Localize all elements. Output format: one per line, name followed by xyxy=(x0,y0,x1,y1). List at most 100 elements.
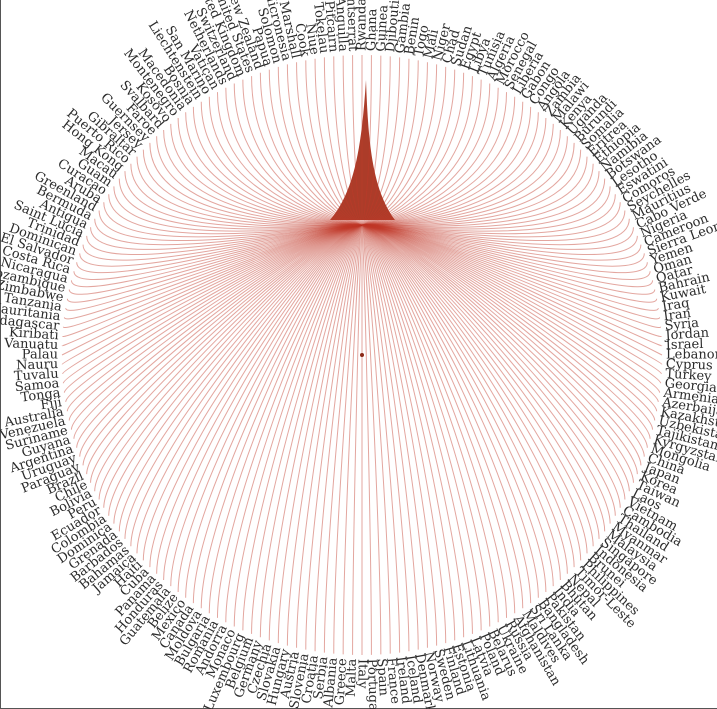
tree-link xyxy=(361,224,447,644)
tree-link xyxy=(113,224,363,524)
tree-link xyxy=(73,224,363,280)
tree-link xyxy=(361,210,626,242)
tree-link xyxy=(361,224,456,641)
tree-link xyxy=(136,224,363,554)
tree-link xyxy=(70,224,363,430)
node-label: Madagascar xyxy=(0,311,61,334)
tree-link xyxy=(233,83,363,226)
tree-link xyxy=(361,224,410,652)
tree-link xyxy=(361,224,568,574)
tree-link xyxy=(361,224,600,539)
node-label: Portugal xyxy=(364,659,381,709)
tree-link xyxy=(130,224,363,547)
tree-link xyxy=(361,186,611,232)
node-label: Greece xyxy=(332,658,350,706)
tree-link xyxy=(361,171,600,228)
tree-link xyxy=(361,58,410,226)
tree-link xyxy=(216,224,363,618)
tree-link xyxy=(361,224,634,250)
tree-link xyxy=(82,224,363,466)
tree-link xyxy=(361,224,539,598)
tree-link xyxy=(90,224,363,483)
node-label: Cook xyxy=(291,22,312,58)
tree-link xyxy=(361,224,638,475)
tree-link xyxy=(62,224,363,337)
tree-link xyxy=(130,163,363,227)
tree-link xyxy=(361,178,606,230)
tree-link xyxy=(192,106,363,226)
node-label: Tonga xyxy=(20,386,62,406)
tree-link xyxy=(361,136,568,226)
tree-link xyxy=(361,224,659,403)
node-label: Georgia xyxy=(664,376,717,396)
tree-link xyxy=(361,224,662,384)
node-label: Tuvalu xyxy=(14,367,60,385)
tree-link xyxy=(79,224,363,267)
tree-link xyxy=(62,224,363,329)
tree-link xyxy=(361,224,582,561)
tree-link xyxy=(361,92,508,226)
node-label: Iraq xyxy=(661,296,690,315)
tree-link xyxy=(73,224,363,439)
tree-link xyxy=(225,87,363,226)
tree-link xyxy=(323,224,363,653)
tree-link xyxy=(361,117,547,226)
tree-link xyxy=(296,62,363,226)
tree-link xyxy=(361,224,524,609)
tree-link xyxy=(61,224,363,347)
tree-link xyxy=(361,224,663,347)
tree-link xyxy=(86,224,363,475)
node-label: Serbia xyxy=(311,655,331,700)
tree-link xyxy=(361,224,662,329)
tree-link xyxy=(251,76,363,226)
node-label: Fiji xyxy=(39,395,62,413)
tree-link xyxy=(342,224,363,655)
tree-link xyxy=(342,55,363,226)
tree-links xyxy=(61,55,663,655)
tree-link xyxy=(76,224,363,274)
tree-link xyxy=(361,224,391,654)
tree-link xyxy=(79,224,363,457)
tree-link xyxy=(361,60,419,226)
tree-link xyxy=(90,224,363,250)
tree-link xyxy=(361,224,465,638)
tree-link xyxy=(361,69,456,226)
tree-link xyxy=(66,224,363,303)
tree-link xyxy=(156,136,363,226)
tree-link xyxy=(314,58,363,226)
tree-link xyxy=(361,224,561,581)
tree-link xyxy=(361,224,654,288)
tree-link xyxy=(361,123,554,226)
tree-link xyxy=(361,224,638,255)
node-label: Cyprus xyxy=(666,357,713,373)
tree-link xyxy=(66,224,363,412)
tree-link xyxy=(82,224,363,261)
node-label: Djibouti xyxy=(383,0,403,53)
tree-link xyxy=(361,224,554,587)
tree-link xyxy=(361,224,532,604)
tree-link xyxy=(70,224,363,288)
tree-link xyxy=(108,224,363,516)
tree-link xyxy=(225,224,363,623)
tree-link xyxy=(65,224,363,311)
tree-link xyxy=(361,156,588,227)
tree-link xyxy=(200,101,363,226)
tree-link xyxy=(361,224,645,457)
tree-link xyxy=(361,224,626,500)
tree-link xyxy=(361,62,428,226)
tree-link xyxy=(103,202,363,238)
tree-link xyxy=(361,56,391,226)
node-label: Nauru xyxy=(16,357,59,373)
tree-link xyxy=(361,224,654,430)
tree-link xyxy=(65,224,363,403)
tree-link xyxy=(62,224,363,375)
node-label: Ireland xyxy=(393,656,414,705)
tree-link xyxy=(142,149,363,226)
node-label: Pitcairn xyxy=(321,0,341,54)
tree-link xyxy=(361,163,594,227)
tree-link xyxy=(361,142,575,226)
tree-link xyxy=(177,224,363,593)
node-label: Kiribati xyxy=(9,325,60,343)
node-label: France xyxy=(383,657,402,705)
tree-link xyxy=(361,194,616,235)
